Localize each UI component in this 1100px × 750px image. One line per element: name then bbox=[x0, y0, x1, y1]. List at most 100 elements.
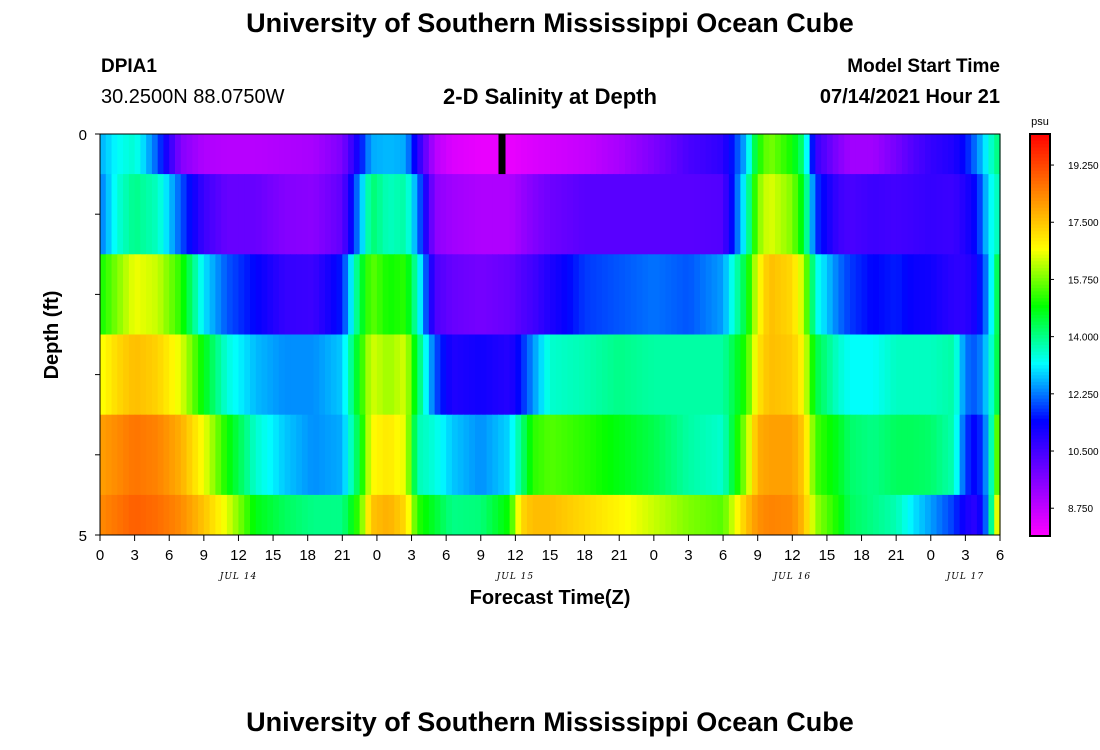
heatmap-cell bbox=[296, 134, 303, 175]
colorbar-segment bbox=[1030, 274, 1050, 279]
heatmap-cell bbox=[601, 334, 609, 416]
heatmap-cell bbox=[111, 494, 118, 536]
heatmap-cell bbox=[769, 334, 776, 416]
heatmap-cell bbox=[740, 134, 747, 175]
heatmap-cell bbox=[734, 334, 741, 416]
heatmap-cell bbox=[151, 494, 159, 536]
heatmap-cell bbox=[567, 134, 574, 175]
colorbar-segment bbox=[1030, 304, 1050, 309]
heatmap-cell bbox=[278, 174, 286, 255]
x-axis-label: Forecast Time(Z) bbox=[470, 587, 631, 609]
heatmap-cell bbox=[878, 174, 886, 255]
heatmap-cell bbox=[896, 134, 903, 175]
heatmap-cell bbox=[134, 414, 141, 496]
heatmap-cell bbox=[215, 494, 222, 536]
heatmap-cell bbox=[359, 174, 366, 255]
heatmap-cell bbox=[953, 174, 961, 255]
colorbar-segment bbox=[1030, 314, 1050, 319]
heatmap-cell bbox=[100, 254, 107, 335]
heatmap-cell bbox=[175, 174, 182, 255]
heatmap-cell bbox=[353, 414, 361, 496]
heatmap-cell bbox=[526, 334, 534, 416]
heatmap-cell bbox=[359, 414, 366, 496]
x-tick-label: 18 bbox=[299, 547, 316, 564]
heatmap-cell bbox=[994, 254, 1001, 335]
heatmap-cell bbox=[936, 174, 943, 255]
heatmap-cell bbox=[682, 174, 690, 255]
heatmap-cell bbox=[215, 134, 222, 175]
colorbar-segment bbox=[1030, 422, 1050, 427]
heatmap-cell bbox=[746, 174, 753, 255]
heatmap-cell bbox=[809, 414, 816, 496]
heatmap-cell bbox=[475, 494, 482, 536]
x-tick-label: 6 bbox=[719, 547, 727, 564]
heatmap-cell bbox=[642, 334, 649, 416]
colorbar-segment bbox=[1030, 502, 1050, 507]
heatmap-cell bbox=[532, 334, 540, 416]
heatmap-cell bbox=[463, 414, 470, 496]
heatmap-cell bbox=[948, 134, 955, 175]
heatmap-cell bbox=[244, 254, 251, 335]
colorbar-segment bbox=[1030, 485, 1050, 490]
heatmap-cell bbox=[567, 174, 574, 255]
heatmap-cell bbox=[394, 174, 401, 255]
heatmap-cell bbox=[705, 494, 713, 536]
heatmap-cell bbox=[475, 134, 482, 175]
heatmap-cell bbox=[209, 254, 216, 335]
heatmap-cell bbox=[538, 254, 545, 335]
heatmap-cell bbox=[838, 174, 845, 255]
heatmap-cell bbox=[815, 174, 822, 255]
heatmap-cell bbox=[273, 414, 280, 496]
heatmap-cell bbox=[653, 134, 661, 175]
x-tick-label: 3 bbox=[130, 547, 138, 564]
heatmap-cell bbox=[994, 174, 1001, 255]
heatmap-cell bbox=[359, 254, 366, 335]
heatmap-cell bbox=[953, 254, 961, 335]
heatmap-cell bbox=[348, 134, 355, 175]
heatmap-cell bbox=[815, 254, 822, 335]
heatmap-cell bbox=[157, 414, 165, 496]
heatmap-cell bbox=[850, 414, 857, 496]
colorbar-segment bbox=[1030, 308, 1050, 313]
heatmap-cell bbox=[388, 134, 395, 175]
heatmap-cell bbox=[861, 254, 868, 335]
heatmap-cell bbox=[261, 494, 268, 536]
heatmap-cell bbox=[342, 494, 349, 536]
heatmap-cell bbox=[342, 254, 349, 335]
heatmap-cell bbox=[475, 414, 482, 496]
heatmap-cell bbox=[105, 134, 113, 175]
heatmap-cell bbox=[128, 134, 136, 175]
heatmap-cell bbox=[982, 494, 990, 536]
colorbar-segment bbox=[1030, 462, 1050, 467]
heatmap-cell bbox=[919, 134, 926, 175]
x-tick-label: 12 bbox=[507, 547, 524, 564]
heatmap-cell bbox=[330, 174, 338, 255]
heatmap-cell bbox=[567, 254, 574, 335]
heatmap-cell bbox=[140, 174, 147, 255]
heatmap-cell bbox=[584, 174, 591, 255]
colorbar-segment bbox=[1030, 257, 1050, 262]
heatmap-cell bbox=[526, 174, 534, 255]
heatmap-cell bbox=[532, 414, 540, 496]
heatmap-cell bbox=[867, 174, 874, 255]
heatmap-cell bbox=[803, 134, 811, 175]
heatmap-cell bbox=[861, 414, 868, 496]
heatmap-cell bbox=[365, 134, 372, 175]
heatmap-cell bbox=[821, 414, 828, 496]
heatmap-cell bbox=[653, 334, 661, 416]
heatmap-cell bbox=[301, 334, 309, 416]
heatmap-cell bbox=[140, 334, 147, 416]
heatmap-cell bbox=[325, 254, 332, 335]
heatmap-cell bbox=[284, 494, 291, 536]
heatmap-cell bbox=[221, 174, 228, 255]
heatmap-cell bbox=[775, 414, 782, 496]
heatmap-cell bbox=[544, 134, 551, 175]
heatmap-cell bbox=[728, 414, 736, 496]
heatmap-cell bbox=[446, 494, 453, 536]
heatmap-cell bbox=[146, 334, 153, 416]
heatmap-cell bbox=[850, 174, 857, 255]
heatmap-cell bbox=[919, 334, 926, 416]
heatmap-cell bbox=[792, 134, 799, 175]
heatmap-cell bbox=[353, 494, 361, 536]
heatmap-cell bbox=[873, 494, 880, 536]
